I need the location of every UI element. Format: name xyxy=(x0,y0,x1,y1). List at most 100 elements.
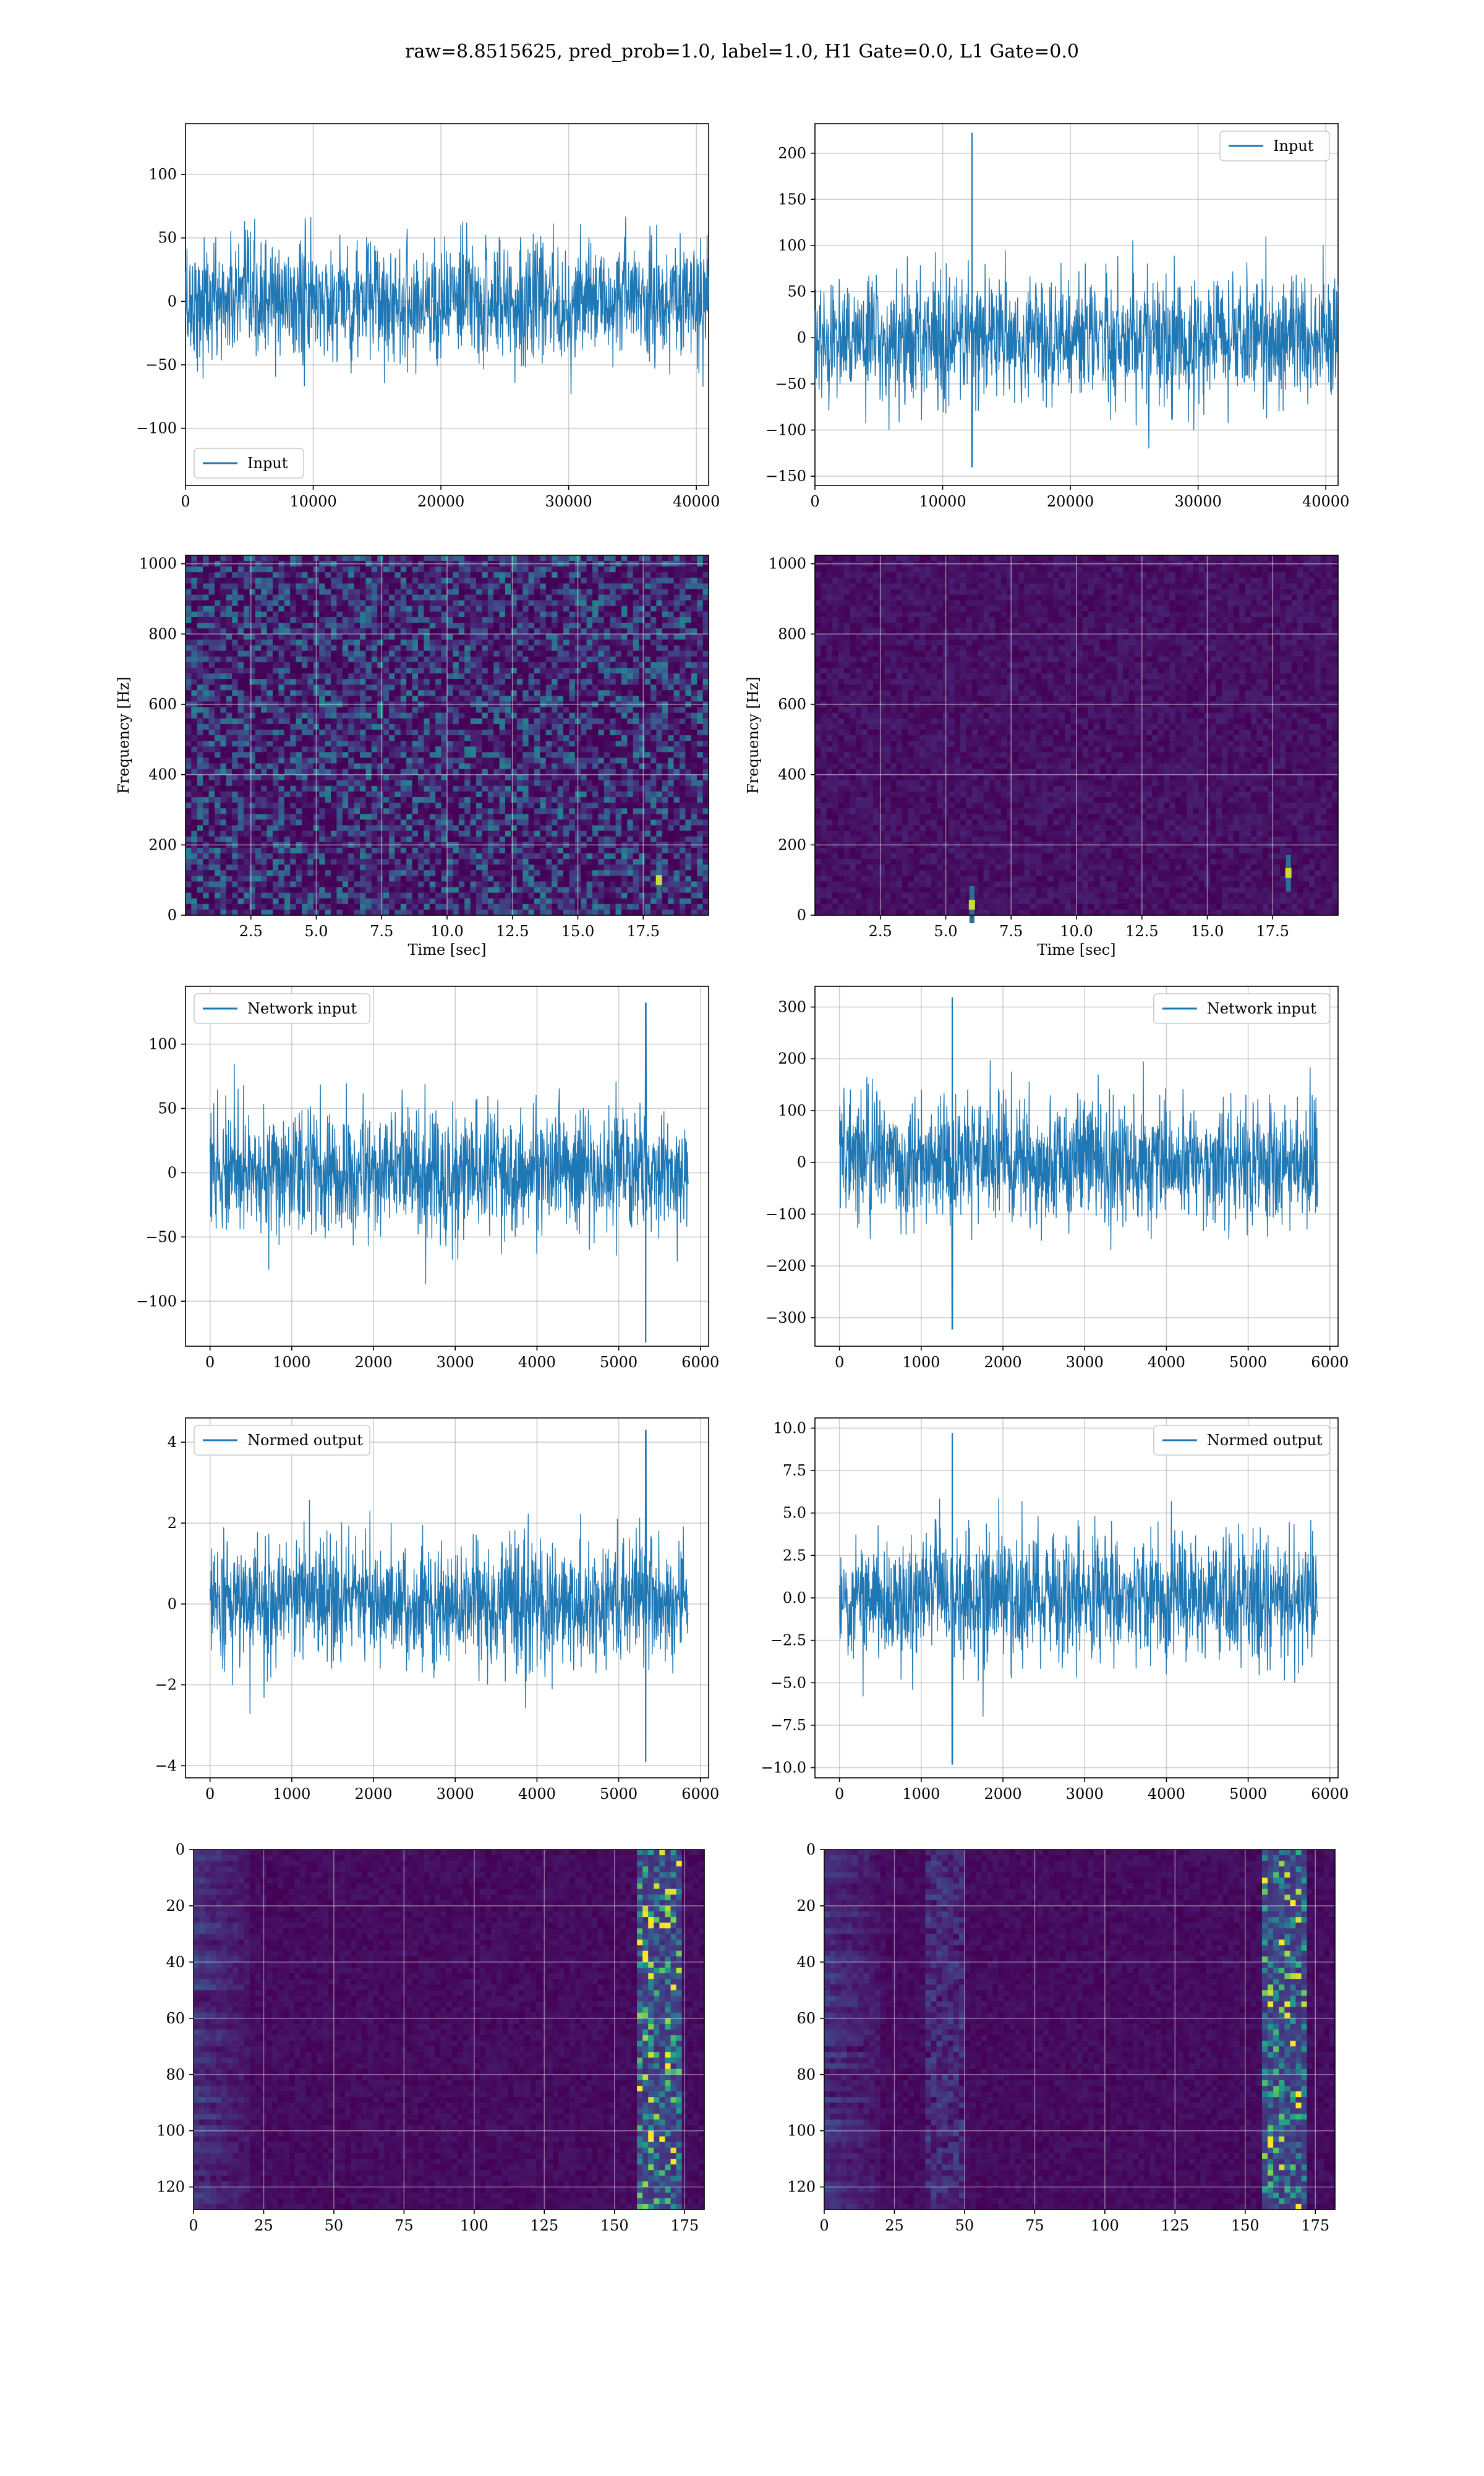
heatmap-cell xyxy=(389,752,395,758)
heatmap-cell xyxy=(209,808,215,814)
heatmap-cell xyxy=(343,634,349,640)
heatmap-cell xyxy=(209,634,215,640)
heatmap-cell xyxy=(238,668,244,674)
heatmap-cell xyxy=(604,628,610,634)
heatmap-cell xyxy=(394,893,401,899)
heatmap-cell xyxy=(278,769,284,775)
heatmap-cell xyxy=(552,904,558,910)
heatmap-cell xyxy=(464,696,471,702)
heatmap-cell xyxy=(540,803,546,809)
heatmap-cell xyxy=(232,578,238,584)
heatmap-cell xyxy=(209,746,215,753)
heatmap-cell xyxy=(464,864,471,871)
heatmap-cell xyxy=(383,646,390,652)
heatmap-cell xyxy=(365,595,372,601)
heatmap-cell xyxy=(203,786,209,792)
heatmap-cell xyxy=(191,707,197,714)
heatmap-cell xyxy=(534,595,540,601)
heatmap-cell xyxy=(284,724,291,730)
heatmap-cell xyxy=(604,831,610,837)
heatmap-cell xyxy=(377,696,383,702)
heatmap-cell xyxy=(430,831,436,837)
heatmap-cell xyxy=(209,837,215,843)
heatmap-cell xyxy=(325,831,331,837)
heatmap-cell xyxy=(447,780,453,787)
heatmap-cell xyxy=(522,583,529,589)
heatmap-cell xyxy=(482,690,488,696)
heatmap-cell xyxy=(238,646,244,652)
heatmap-cell xyxy=(267,848,273,854)
heatmap-cell xyxy=(522,786,529,792)
heatmap-cell xyxy=(604,690,610,696)
heatmap-cell xyxy=(610,893,616,899)
heatmap-cell xyxy=(500,673,506,680)
heatmap-cell xyxy=(261,724,267,730)
heatmap-cell xyxy=(505,775,511,781)
heatmap-cell xyxy=(418,780,424,787)
heatmap-cell xyxy=(215,578,221,584)
heatmap-cell xyxy=(424,887,430,894)
heatmap-cell xyxy=(511,780,517,787)
heatmap-cell xyxy=(377,792,383,798)
heatmap-cell xyxy=(441,583,448,589)
heatmap-cell xyxy=(220,668,226,674)
heatmap-cell xyxy=(365,735,372,741)
heatmap-cell xyxy=(215,566,221,573)
heatmap-cell xyxy=(377,876,383,882)
heatmap-cell xyxy=(476,646,482,652)
heatmap-cell xyxy=(186,646,192,652)
heatmap-cell xyxy=(377,673,383,680)
heatmap-cell xyxy=(418,657,424,663)
heatmap-cell xyxy=(604,775,610,781)
heatmap-cell xyxy=(406,657,412,663)
heatmap-cell xyxy=(558,881,564,887)
heatmap-cell xyxy=(267,628,273,634)
heatmap-cell xyxy=(354,713,360,719)
heatmap-cell xyxy=(418,730,424,736)
heatmap-cell xyxy=(540,696,546,702)
heatmap-cell xyxy=(191,899,197,905)
heatmap-cell xyxy=(267,719,273,725)
heatmap-cell xyxy=(488,775,494,781)
heatmap-cell xyxy=(383,864,390,871)
heatmap-cell xyxy=(482,893,488,899)
heatmap-cell xyxy=(569,853,575,860)
heatmap-cell xyxy=(592,881,599,887)
heatmap-cell xyxy=(511,600,517,607)
heatmap-cell xyxy=(186,583,192,589)
heatmap-cell xyxy=(418,910,424,916)
heatmap-cell xyxy=(453,859,459,865)
heatmap-cell xyxy=(529,696,535,702)
heatmap-cell xyxy=(360,797,366,803)
heatmap-cell xyxy=(226,735,232,741)
heatmap-cell xyxy=(511,668,517,674)
heatmap-cell xyxy=(558,864,564,871)
heatmap-cell xyxy=(215,775,221,781)
heatmap-cell xyxy=(215,719,221,725)
heatmap-cell xyxy=(232,713,238,719)
heatmap-cell xyxy=(302,679,308,685)
heatmap-cell xyxy=(302,668,308,674)
heatmap-cell xyxy=(540,741,546,747)
heatmap-cell xyxy=(325,763,331,769)
heatmap-cell xyxy=(401,735,407,741)
heatmap-cell xyxy=(534,719,540,725)
heatmap-cell xyxy=(296,904,302,910)
heatmap-cell xyxy=(343,724,349,730)
heatmap-cell xyxy=(447,634,453,640)
heatmap-cell xyxy=(238,859,244,865)
heatmap-cell xyxy=(471,668,477,674)
heatmap-cell xyxy=(302,634,308,640)
heatmap-cell xyxy=(226,566,232,573)
heatmap-cell xyxy=(255,690,262,696)
heatmap-cell xyxy=(302,910,308,916)
heatmap-cell xyxy=(348,887,354,894)
heatmap-cell xyxy=(517,719,523,725)
heatmap-cell xyxy=(610,735,616,741)
heatmap-cell xyxy=(476,566,482,573)
heatmap-cell xyxy=(627,763,633,769)
heatmap-cell xyxy=(215,685,221,691)
heatmap-cell xyxy=(226,853,232,860)
heatmap-cell xyxy=(424,758,430,764)
